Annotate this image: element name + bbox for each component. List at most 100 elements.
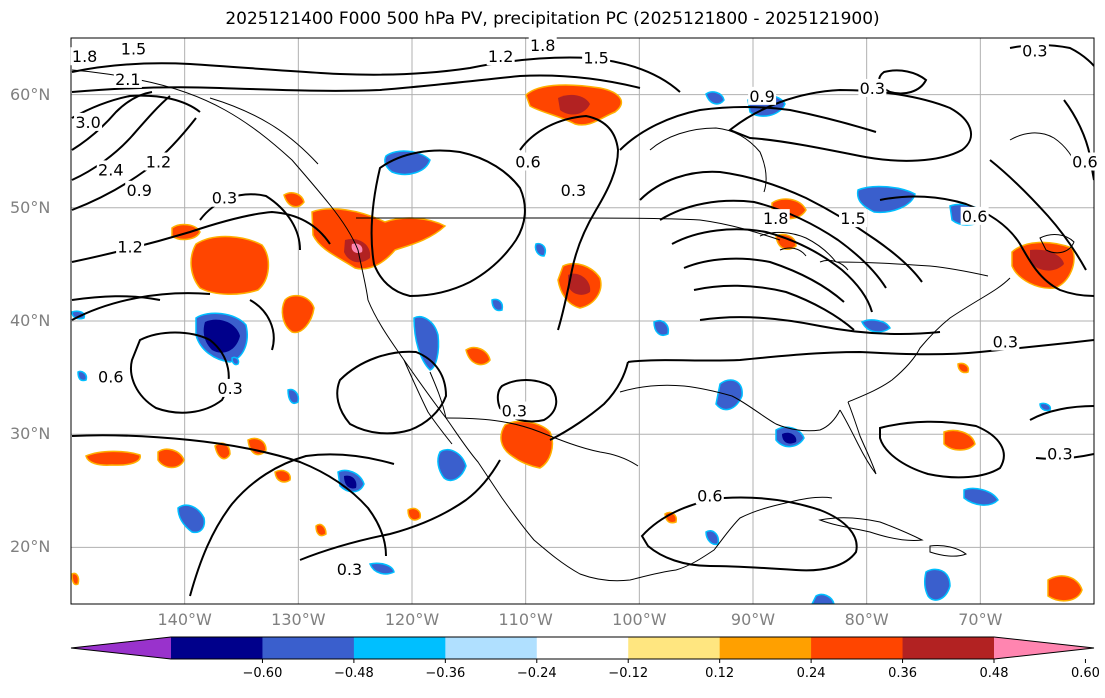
contour-label-background	[70, 47, 99, 66]
contour-label: 0.6	[697, 486, 722, 505]
pv-contour	[728, 88, 972, 162]
contour-label-background	[210, 188, 239, 207]
longitude-label: 90°W	[730, 610, 776, 629]
contour-label-background	[991, 332, 1020, 351]
colorbar-tick-label: 0.12	[705, 666, 735, 681]
positive-anomaly	[274, 469, 291, 483]
baja-california	[403, 359, 453, 445]
north-america-west-coast	[139, 79, 677, 582]
colorbar-segment	[902, 637, 995, 659]
contour-label: 0.3	[993, 333, 1018, 352]
map-frame	[70, 37, 1095, 605]
contour-label-background	[216, 378, 245, 397]
contour-label: 0.3	[217, 379, 242, 398]
pv-contour	[699, 316, 941, 335]
longitude-label: 70°W	[958, 610, 1003, 629]
gulf-of-mexico-coast	[619, 384, 841, 571]
us-canada-border	[356, 217, 989, 277]
contour-label-background	[1045, 444, 1074, 463]
positive-anomaly	[407, 507, 422, 521]
positive-anomaly	[775, 233, 797, 250]
contour-label-background	[748, 86, 777, 105]
contour-label: 1.5	[583, 48, 608, 67]
pv-contour	[370, 149, 526, 298]
negative-anomaly	[71, 310, 86, 320]
longitude-label: 130°W	[271, 610, 326, 629]
positive-anomaly	[171, 223, 201, 241]
contour-label: 2.1	[115, 70, 140, 89]
positive-anomaly	[315, 523, 327, 537]
negative-anomaly	[923, 568, 951, 601]
newfoundland	[1039, 234, 1075, 254]
pv-contour	[659, 199, 887, 289]
contour-label: 0.3	[337, 560, 362, 579]
contour-label-background	[528, 35, 557, 54]
pv-contour	[71, 292, 275, 351]
colorbar-tick-label: 0.36	[888, 666, 918, 681]
contour-label-background	[559, 180, 588, 199]
pv-contour	[879, 420, 1005, 479]
positive-anomaly	[943, 429, 976, 451]
pv-contour	[130, 331, 230, 414]
contour-label-background	[96, 367, 125, 386]
positive-anomaly	[957, 362, 970, 374]
negative-anomaly	[705, 530, 720, 546]
contour-label-background	[113, 69, 142, 88]
pv-contour	[639, 170, 923, 283]
colorbar-tick-label: −0.12	[608, 666, 649, 681]
latitude-label: 30°N	[10, 424, 51, 444]
contour-label-background	[96, 160, 125, 179]
negative-anomaly	[534, 242, 547, 257]
positive-anomaly	[190, 235, 270, 295]
positive-anomaly	[71, 572, 80, 586]
pv-contour	[71, 95, 171, 181]
latitude-label: 20°N	[10, 537, 51, 557]
negative-anomaly	[437, 448, 467, 482]
great-lakes	[759, 231, 849, 271]
contour-label-background	[125, 180, 154, 199]
colorbar-tick-label: −0.48	[333, 666, 374, 681]
contour-label: 1.8	[72, 47, 97, 66]
pv-contour	[189, 453, 395, 597]
pv-contour	[71, 91, 153, 151]
contour-label-background	[960, 206, 989, 225]
pv-contour	[71, 434, 387, 557]
negative-anomaly	[1039, 402, 1052, 412]
contour-label: 0.3	[1022, 42, 1047, 61]
contour-label-background	[695, 486, 724, 505]
contour-label-background	[858, 78, 887, 97]
colorbar-segment	[536, 637, 629, 659]
negative-anomaly	[413, 316, 440, 371]
contour-label: 0.6	[98, 368, 123, 387]
negative-anomaly	[963, 487, 999, 506]
contour-label: 0.3	[860, 79, 885, 98]
contour-label: 0.3	[502, 402, 527, 421]
negative-anomaly	[177, 504, 206, 534]
pv-contour	[683, 257, 845, 303]
pv-contour	[640, 496, 858, 572]
positive-anomaly	[281, 294, 315, 334]
negative-anomaly	[860, 319, 891, 333]
contour-label: 1.2	[146, 153, 171, 172]
colorbar-extend-max	[994, 637, 1094, 659]
latitude-label: 50°N	[10, 197, 51, 217]
cuba	[818, 517, 924, 541]
contour-label-background	[1020, 41, 1049, 60]
hispaniola	[929, 545, 968, 557]
negative-anomaly	[705, 91, 725, 105]
positive-anomaly	[1047, 575, 1083, 602]
pv-contour	[693, 284, 855, 331]
contour-label: 0.6	[962, 207, 987, 226]
contour-label: 1.8	[530, 36, 555, 55]
colorbar	[70, 636, 1095, 663]
colorbar-tick-label: 0.24	[796, 666, 826, 681]
contour-label-background	[119, 39, 148, 58]
negative-anomaly	[653, 320, 670, 336]
contour-label: 3.0	[75, 113, 100, 132]
colorbar-tick-label: −0.24	[516, 666, 557, 681]
colorbar-extend-min	[71, 637, 171, 659]
colorbar-tick-label: −0.60	[242, 666, 283, 681]
latitude-label: 40°N	[10, 311, 51, 330]
colorbar-segment	[811, 637, 904, 659]
